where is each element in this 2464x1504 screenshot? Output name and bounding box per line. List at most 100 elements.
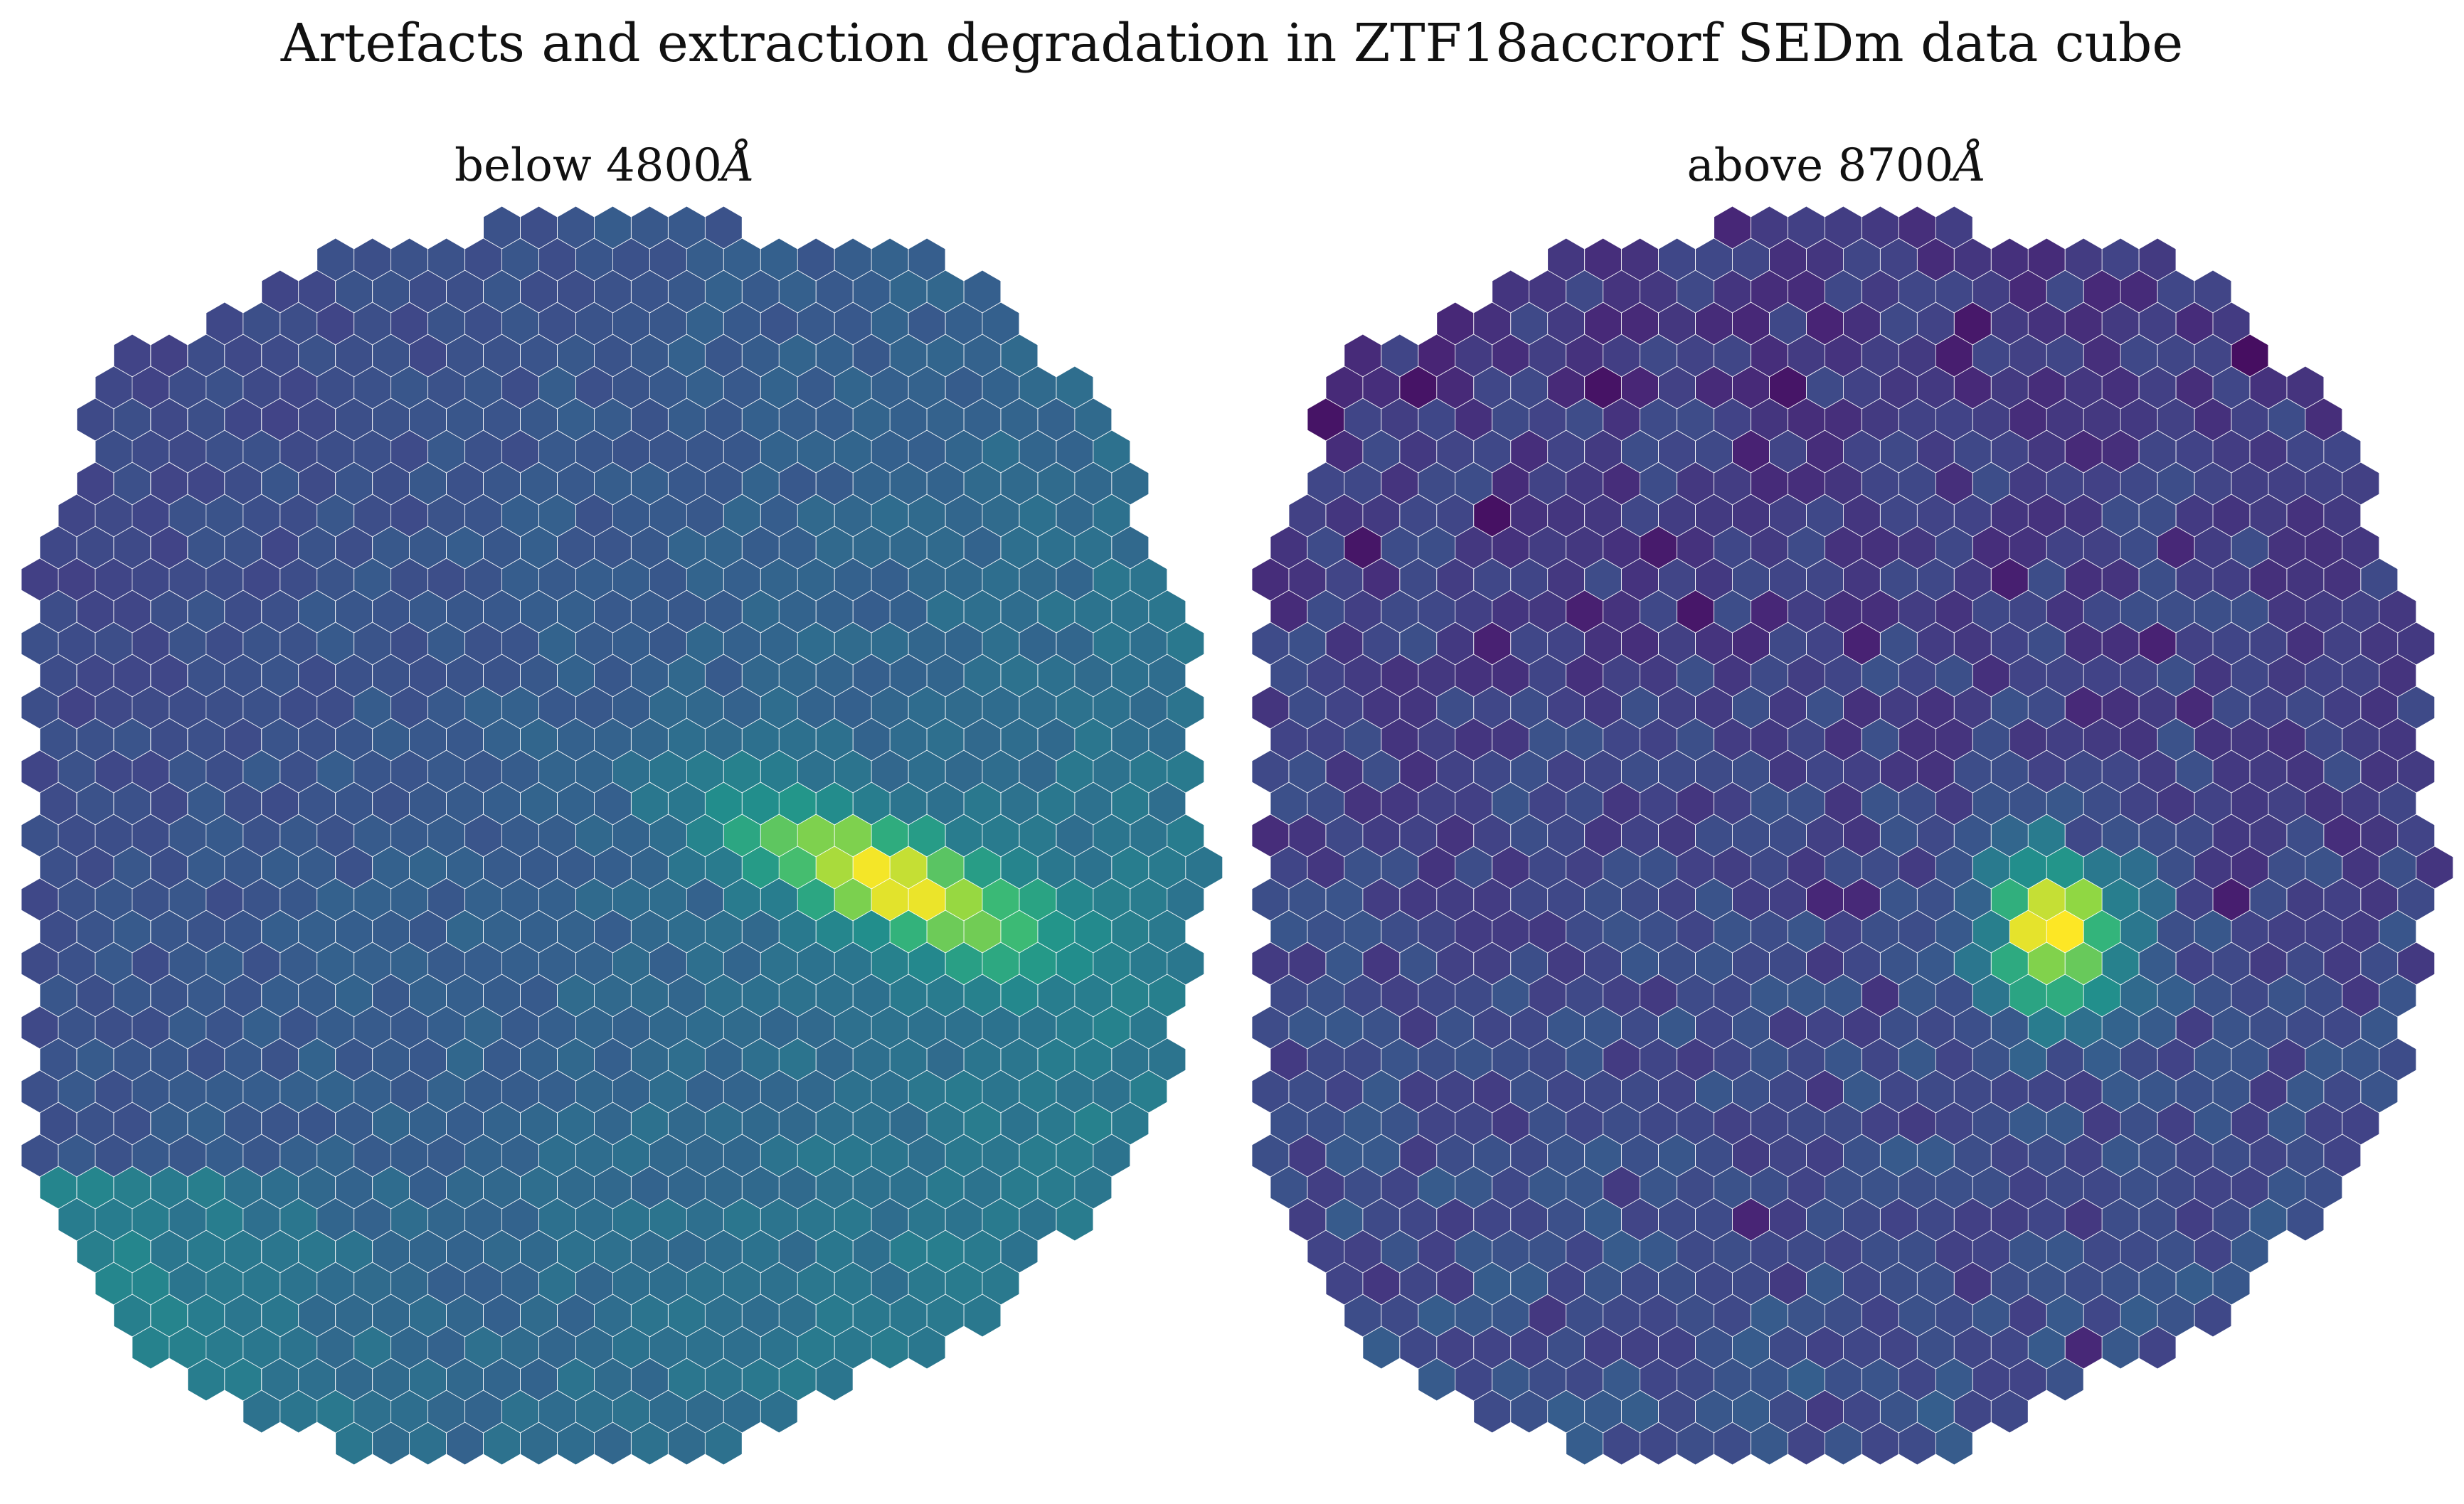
spaxel-hex: [2305, 782, 2342, 825]
spaxel-hex: [1548, 1262, 1585, 1305]
spaxel-hex: [484, 1358, 520, 1401]
spaxel-hex: [95, 878, 132, 921]
spaxel-hex: [557, 974, 594, 1017]
spaxel-hex: [1622, 366, 1659, 409]
spaxel-hex: [262, 1102, 299, 1145]
spaxel-hex: [2361, 1070, 2398, 1113]
spaxel-hex: [797, 622, 834, 665]
spaxel-hex: [1880, 494, 1917, 537]
spaxel-hex: [871, 622, 908, 665]
spaxel-hex: [575, 1326, 612, 1369]
spaxel-hex: [1566, 846, 1603, 889]
spaxel-hex: [1056, 430, 1093, 473]
spaxel-hex: [705, 1166, 742, 1209]
spaxel-hex: [501, 494, 538, 537]
spaxel-hex: [668, 654, 705, 697]
spaxel-hex: [2342, 974, 2379, 1017]
spaxel-hex: [1437, 814, 1474, 857]
spaxel-hex: [1622, 1070, 1659, 1113]
spaxel-hex: [336, 718, 373, 761]
spaxel-hex: [2157, 1038, 2194, 1081]
spaxel-hex: [1019, 814, 1056, 857]
spaxel-hex: [1991, 622, 2028, 665]
spaxel-hex: [243, 750, 280, 793]
spaxel-hex: [1566, 590, 1603, 633]
spaxel-hex: [816, 1294, 853, 1337]
spaxel-hex: [1825, 782, 1862, 825]
spaxel-hex: [501, 302, 538, 345]
spaxel-hex: [1418, 910, 1455, 953]
spaxel-hex: [1400, 1134, 1437, 1177]
spaxel-hex: [1935, 590, 1972, 633]
spaxel-hex: [538, 814, 575, 857]
spaxel-hex: [1640, 1358, 1677, 1401]
spaxel-hex: [2416, 846, 2453, 889]
spaxel-hex: [1001, 718, 1038, 761]
spaxel-hex: [1363, 622, 1400, 665]
spaxel-hex: [853, 718, 890, 761]
spaxel-hex: [705, 782, 742, 825]
spaxel-hex: [2028, 238, 2065, 281]
spaxel-hex: [649, 622, 686, 665]
spaxel-hex: [1326, 1070, 1363, 1113]
spaxel-hex: [1659, 430, 1696, 473]
spaxel-hex: [1511, 686, 1548, 729]
spaxel-hex: [2250, 1070, 2287, 1113]
spaxel-hex: [2379, 1038, 2416, 1081]
spaxel-hex: [2028, 1326, 2065, 1369]
spaxel-hex: [1935, 846, 1972, 889]
spaxel-hex: [1270, 846, 1307, 889]
spaxel-hex: [779, 1102, 816, 1145]
spaxel-hex: [299, 398, 336, 441]
spaxel-hex: [1130, 1006, 1167, 1049]
spaxel-hex: [1788, 1102, 1825, 1145]
spaxel-hex: [594, 1166, 631, 1209]
spaxel-hex: [779, 782, 816, 825]
spaxel-hex: [188, 910, 225, 953]
spaxel-hex: [428, 1326, 465, 1369]
spaxel-hex: [373, 270, 410, 313]
spaxel-hex: [151, 462, 188, 505]
spaxel-hex: [2305, 1166, 2342, 1209]
spaxel-hex: [1714, 334, 1751, 377]
spaxel-hex: [945, 1262, 982, 1305]
spaxel-hex: [501, 1326, 538, 1369]
spaxel-hex: [964, 1230, 1001, 1273]
spaxel-hex: [1529, 1038, 1566, 1081]
spaxel-hex: [834, 1326, 871, 1369]
spaxel-hex: [2213, 494, 2250, 537]
spaxel-hex: [908, 558, 945, 601]
spaxel-hex: [262, 782, 299, 825]
spaxel-hex: [1954, 1070, 1991, 1113]
spaxel-hex: [354, 302, 391, 345]
spaxel-hex: [1972, 590, 2009, 633]
spaxel-hex: [1289, 558, 1326, 601]
spaxel-hex: [2028, 494, 2065, 537]
spaxel-hex: [77, 1166, 114, 1209]
spaxel-hex: [1825, 206, 1862, 249]
spaxel-hex: [2046, 910, 2083, 953]
spaxel-hex: [188, 1294, 225, 1337]
spaxel-hex: [1862, 1038, 1899, 1081]
spaxel-hex: [2305, 910, 2342, 953]
spaxel-hex: [373, 1422, 410, 1465]
spaxel-hex: [594, 1358, 631, 1401]
spaxel-hex: [447, 1038, 484, 1081]
spaxel-hex: [1326, 622, 1363, 665]
spaxel-hex: [649, 1134, 686, 1177]
spaxel-hex: [1585, 558, 1622, 601]
spaxel-hex: [631, 526, 668, 569]
spaxel-hex: [2102, 942, 2139, 985]
spaxel-hex: [1437, 878, 1474, 921]
spaxel-hex: [1880, 686, 1917, 729]
spaxel-hex: [1566, 1294, 1603, 1337]
spaxel-hex: [2324, 430, 2361, 473]
spaxel-hex: [2398, 942, 2435, 985]
spaxel-hex: [132, 942, 169, 985]
spaxel-hex: [797, 750, 834, 793]
spaxel-hex: [2065, 814, 2102, 857]
spaxel-hex: [649, 1262, 686, 1305]
spaxel-hex: [668, 590, 705, 633]
spaxel-hex: [2046, 654, 2083, 697]
spaxel-hex: [1714, 846, 1751, 889]
